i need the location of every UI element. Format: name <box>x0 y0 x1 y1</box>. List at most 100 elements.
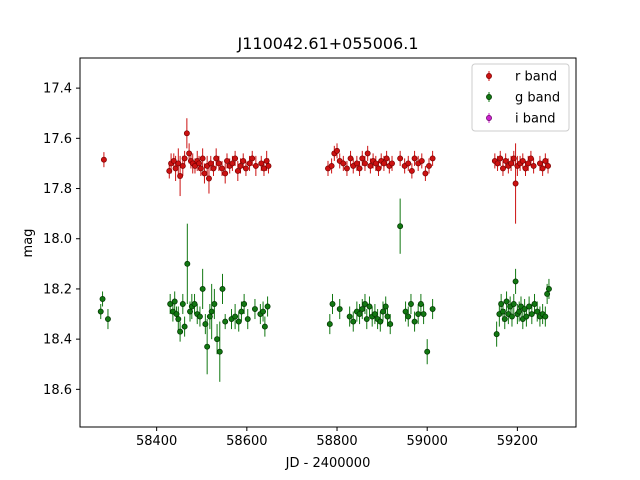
g-band-point <box>411 318 418 325</box>
r-band-point <box>508 160 515 167</box>
r-band-point <box>356 165 363 172</box>
r-band-point <box>334 147 340 154</box>
r-band-point <box>100 156 107 163</box>
r-band-point <box>362 160 368 167</box>
g-band-point <box>366 303 373 310</box>
x-tick-label: 58600 <box>226 434 267 449</box>
x-tick-label: 58400 <box>136 434 177 449</box>
r-band-point <box>196 160 202 167</box>
g-band-point <box>503 298 510 305</box>
legend-r-band-label: r band <box>515 70 557 85</box>
legend-box <box>471 63 570 132</box>
r-band-point <box>219 165 225 172</box>
g-band-point <box>261 323 268 330</box>
r-band-point <box>418 157 425 164</box>
r-band-point <box>494 160 501 167</box>
g-band-point <box>208 308 215 315</box>
r-band-point <box>197 165 204 172</box>
plot-frame <box>79 57 577 428</box>
g-band-point <box>167 301 174 307</box>
r-band-point <box>429 155 436 162</box>
g-band-point <box>510 301 517 307</box>
r-band-point <box>375 165 382 172</box>
g-band-point <box>521 306 528 312</box>
r-band-point <box>426 162 432 169</box>
r-band-point <box>234 168 241 174</box>
g-band-point <box>346 313 353 320</box>
r-band-point <box>261 165 267 172</box>
legend: r band g band i band <box>471 63 570 132</box>
g-band-point <box>382 303 389 310</box>
r-band-point <box>372 160 379 167</box>
y-axis-ticks: 17.4 17.6 17.8 18.0 18.2 18.4 18.6 <box>43 82 80 398</box>
r-band-point <box>240 157 247 164</box>
r-band-point <box>519 157 526 164</box>
g-band-point <box>429 306 436 312</box>
g-band-point <box>173 311 180 317</box>
g-band-point <box>171 298 178 305</box>
g-band-point <box>216 348 223 355</box>
y-tick-label: 18.4 <box>43 333 72 348</box>
g-band-point <box>498 301 505 307</box>
r-band-point <box>222 170 229 177</box>
g-band-point <box>204 343 211 350</box>
g-band-point <box>175 316 182 323</box>
r-band-point <box>364 150 371 157</box>
r-band-point <box>383 155 390 162</box>
r-band-point <box>411 155 418 162</box>
g-band-point <box>420 311 427 317</box>
r-band-point <box>206 175 212 182</box>
x-tick-label: 59000 <box>407 434 448 449</box>
r-band-point <box>199 155 206 162</box>
r-band-point <box>328 162 335 169</box>
y-tick-label: 18.6 <box>43 383 72 398</box>
x-axis-label: JD - 2400000 <box>285 456 371 471</box>
legend-i-band-label: i band <box>515 112 555 127</box>
g-band-point <box>362 301 368 307</box>
r-band-point <box>183 130 190 137</box>
g-band-point <box>363 316 370 323</box>
r-band-point <box>242 165 249 172</box>
g-band-point <box>523 313 530 320</box>
g-band-point <box>542 313 549 320</box>
r-band-point <box>166 168 173 174</box>
g-band-point <box>501 316 508 323</box>
r-band-point <box>510 155 517 162</box>
g-band-point <box>402 308 409 315</box>
y-tick-label: 18.0 <box>43 232 72 247</box>
r-band-point <box>405 160 412 167</box>
g-band-point <box>184 260 191 267</box>
g-band-point <box>219 285 226 292</box>
g-band-point <box>424 348 431 355</box>
legend-g-band-marker <box>486 94 492 100</box>
y-tick-label: 17.4 <box>43 82 72 97</box>
g-band-point <box>99 296 106 302</box>
x-tick-label: 58800 <box>316 434 357 449</box>
data-points <box>97 130 552 355</box>
r-band-point <box>422 170 429 177</box>
g-band-point <box>232 313 239 320</box>
r-band-point <box>177 173 184 179</box>
g-band-point <box>509 313 515 320</box>
r-band-point <box>539 165 546 172</box>
r-band-point <box>170 157 177 164</box>
r-band-point <box>367 162 374 169</box>
g-band-point <box>326 321 333 328</box>
g-band-point <box>545 285 552 292</box>
g-band-point <box>534 308 541 315</box>
g-band-point <box>202 321 209 328</box>
g-band-point <box>377 318 384 325</box>
legend-i-band-marker <box>486 115 492 121</box>
x-axis-ticks: 58400 58600 58800 59000 59200 <box>136 427 538 449</box>
r-band-point <box>263 157 270 164</box>
g-band-point <box>500 308 506 315</box>
r-band-point <box>522 165 529 172</box>
r-band-point <box>397 155 404 162</box>
g-band-point <box>415 311 422 317</box>
g-band-point <box>181 323 188 330</box>
g-band-point <box>544 291 551 297</box>
g-band-point <box>187 308 193 315</box>
r-band-point <box>181 155 188 162</box>
g-band-point <box>512 278 519 285</box>
